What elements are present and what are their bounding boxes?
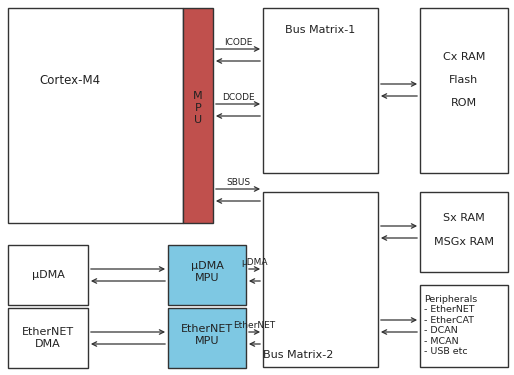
Text: DCODE: DCODE: [222, 93, 254, 102]
Text: Sx RAM

MSGx RAM: Sx RAM MSGx RAM: [434, 213, 494, 247]
Text: μDMA: μDMA: [241, 258, 268, 267]
Bar: [420, 8, 508, 173]
Bar: [263, 192, 378, 367]
Text: M
P
U: M P U: [193, 92, 203, 124]
Bar: [8, 308, 88, 368]
Text: EtherNET: EtherNET: [233, 321, 276, 330]
Text: EtherNET
MPU: EtherNET MPU: [181, 324, 233, 346]
Bar: [420, 285, 508, 367]
Text: Bus Matrix-2: Bus Matrix-2: [263, 350, 333, 360]
Bar: [183, 8, 213, 223]
Text: Cortex-M4: Cortex-M4: [40, 74, 101, 87]
Bar: [263, 8, 378, 173]
Text: μDMA
MPU: μDMA MPU: [191, 261, 224, 283]
Text: SBUS: SBUS: [226, 178, 250, 187]
Bar: [420, 192, 508, 272]
Text: Peripherals
- EtherNET
- EtherCAT
- DCAN
- MCAN
- USB etc: Peripherals - EtherNET - EtherCAT - DCAN…: [424, 295, 478, 356]
Bar: [168, 245, 246, 305]
Text: Cx RAM

Flash

ROM: Cx RAM Flash ROM: [443, 52, 485, 108]
Text: Bus Matrix-1: Bus Matrix-1: [285, 25, 355, 35]
Bar: [8, 8, 183, 223]
Text: ICODE: ICODE: [224, 38, 252, 47]
Text: μDMA: μDMA: [31, 270, 64, 280]
Bar: [168, 308, 246, 368]
Text: EtherNET
DMA: EtherNET DMA: [22, 327, 74, 349]
Bar: [8, 245, 88, 305]
